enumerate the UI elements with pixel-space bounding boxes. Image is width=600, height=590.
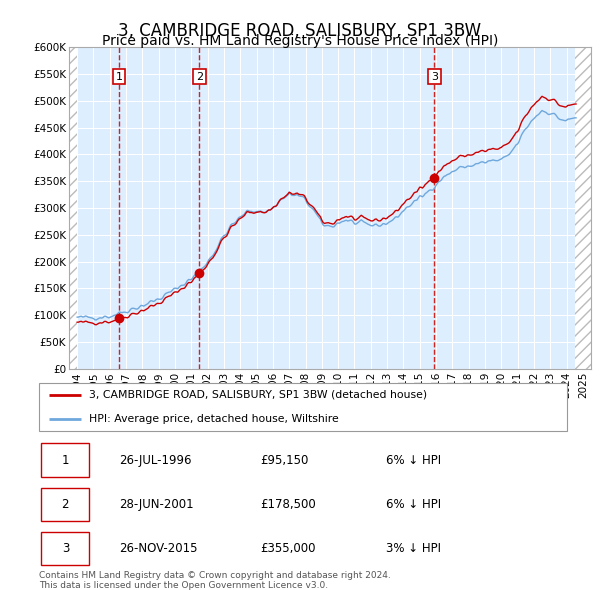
Text: 3: 3	[431, 71, 438, 81]
Text: 1: 1	[116, 71, 122, 81]
Bar	[69, 47, 77, 369]
Text: 3, CAMBRIDGE ROAD, SALISBURY, SP1 3BW: 3, CAMBRIDGE ROAD, SALISBURY, SP1 3BW	[118, 22, 482, 40]
Text: 26-JUL-1996: 26-JUL-1996	[119, 454, 191, 467]
Text: £355,000: £355,000	[260, 542, 316, 555]
Text: 6% ↓ HPI: 6% ↓ HPI	[386, 498, 441, 511]
Text: HPI: Average price, detached house, Wiltshire: HPI: Average price, detached house, Wilt…	[89, 414, 339, 424]
Text: £178,500: £178,500	[260, 498, 316, 511]
FancyBboxPatch shape	[38, 384, 568, 431]
Text: 3, CAMBRIDGE ROAD, SALISBURY, SP1 3BW (detached house): 3, CAMBRIDGE ROAD, SALISBURY, SP1 3BW (d…	[89, 390, 428, 400]
Text: 26-NOV-2015: 26-NOV-2015	[119, 542, 197, 555]
FancyBboxPatch shape	[41, 444, 89, 477]
Text: 2: 2	[196, 71, 203, 81]
Bar	[575, 47, 591, 369]
Text: Contains HM Land Registry data © Crown copyright and database right 2024.
This d: Contains HM Land Registry data © Crown c…	[39, 571, 391, 590]
FancyBboxPatch shape	[41, 487, 89, 522]
Text: Price paid vs. HM Land Registry's House Price Index (HPI): Price paid vs. HM Land Registry's House …	[102, 34, 498, 48]
Text: 3: 3	[62, 542, 69, 555]
Text: 28-JUN-2001: 28-JUN-2001	[119, 498, 193, 511]
Text: 3% ↓ HPI: 3% ↓ HPI	[386, 542, 441, 555]
FancyBboxPatch shape	[41, 532, 89, 565]
Text: 6% ↓ HPI: 6% ↓ HPI	[386, 454, 441, 467]
Text: 2: 2	[62, 498, 69, 511]
Text: £95,150: £95,150	[260, 454, 308, 467]
Text: 1: 1	[62, 454, 69, 467]
